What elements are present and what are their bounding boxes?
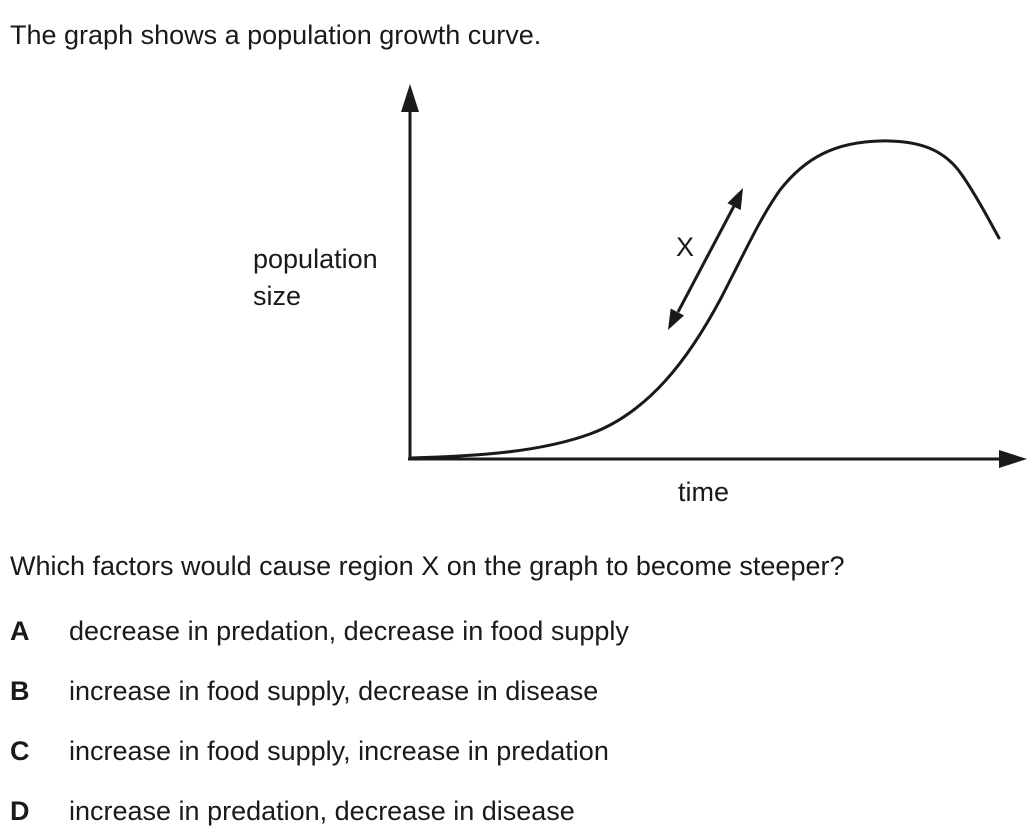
region-x-label: X — [676, 232, 694, 262]
option-letter: D — [10, 796, 30, 826]
option-letter: B — [10, 676, 30, 706]
intro-text: The graph shows a population growth curv… — [10, 20, 542, 50]
option-text: decrease in predation, decrease in food … — [69, 616, 629, 646]
x-axis-label: time — [678, 477, 729, 507]
population-curve — [408, 139, 1001, 460]
option-text: increase in food supply, increase in pre… — [69, 736, 609, 766]
y-axis-arrowhead-icon — [401, 84, 419, 112]
option-letter: A — [10, 616, 30, 646]
region-x-arrowhead-lower-icon — [668, 308, 684, 330]
option-text: increase in predation, decrease in disea… — [69, 796, 575, 826]
option-text: increase in food supply, decrease in dis… — [69, 676, 599, 706]
y-axis-label-line-2: size — [253, 281, 301, 311]
y-axis-label-line-1: population — [253, 244, 378, 274]
region-x-arrowhead-upper-icon — [727, 188, 743, 211]
option-letter: C — [10, 736, 30, 766]
question-text: Which factors would cause region X on th… — [10, 551, 845, 581]
x-axis-arrowhead-icon — [999, 450, 1027, 468]
population-growth-chart: X population size time — [253, 84, 1027, 507]
region-x-arrow — [676, 205, 736, 313]
